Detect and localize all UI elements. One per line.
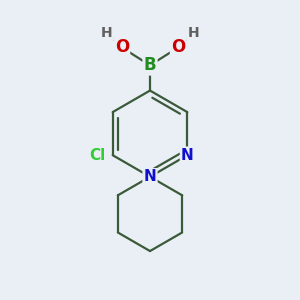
Text: O: O [115,38,129,56]
Text: O: O [171,38,185,56]
Text: N: N [144,169,156,184]
Text: Cl: Cl [89,148,105,163]
Text: H: H [101,26,113,40]
Text: B: B [144,56,156,74]
Text: H: H [187,26,199,40]
Text: N: N [181,148,194,163]
